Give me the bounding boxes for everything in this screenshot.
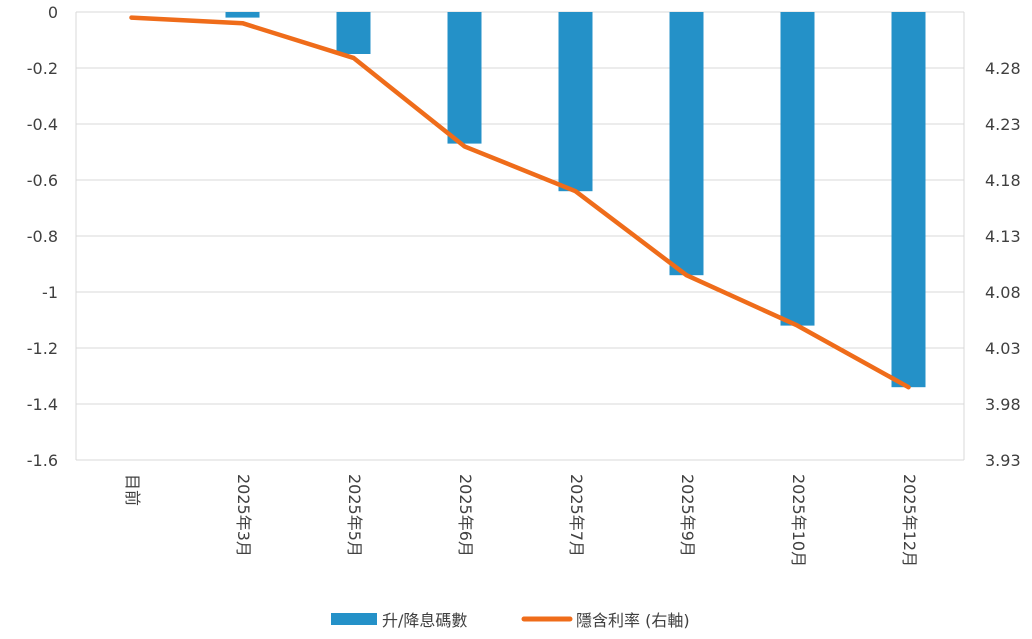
x-tick-label: 2025年5月	[345, 474, 364, 557]
line-series	[129, 15, 911, 390]
y-right-tick-label: 4.03	[985, 339, 1021, 358]
y-right-tick-label: 4.13	[985, 227, 1021, 246]
line-point	[573, 189, 578, 194]
y-left-tick-label: -1.6	[27, 451, 58, 470]
y-right-tick-label: 4.18	[985, 171, 1021, 190]
axes	[75, 12, 965, 461]
y-left-tick-label: -0.4	[27, 115, 58, 134]
legend-swatch-bar	[331, 613, 377, 625]
line-point	[351, 55, 356, 60]
x-tick-labels: 目前 2025年3月 2025年5月 2025年6月 2025年7月 2025年9月 202…	[123, 474, 919, 567]
line-path	[129, 15, 911, 390]
y-left-tick-label: -1.2	[27, 339, 58, 358]
legend-label-line: 隱含利率 (右軸)	[576, 611, 690, 630]
bar	[336, 12, 371, 54]
y-left-tick-label: -0.6	[27, 171, 58, 190]
line-point	[462, 144, 467, 149]
y-right-tick-labels: 4.28 4.23 4.18 4.13 4.08 4.03 3.98 3.93	[985, 59, 1021, 470]
bar	[780, 12, 815, 326]
bar	[669, 12, 704, 276]
y-left-tick-label: -0.8	[27, 227, 58, 246]
bar	[225, 12, 260, 18]
bar-series	[225, 12, 926, 388]
y-left-tick-labels: 0 -0.2 -0.4 -0.6 -0.8 -1 -1.2 -1.4 -1.6	[27, 3, 58, 470]
x-tick-label: 2025年12月	[900, 474, 919, 567]
x-tick-label: 2025年3月	[234, 474, 253, 557]
line-point	[684, 273, 689, 278]
bar	[447, 12, 482, 144]
bar	[891, 12, 926, 388]
legend-label-bar: 升/降息碼數	[382, 611, 467, 630]
y-right-tick-label: 3.98	[985, 395, 1021, 414]
x-tick-label: 2025年9月	[678, 474, 697, 557]
line-point	[906, 385, 911, 390]
x-tick-label: 2025年10月	[789, 474, 808, 567]
x-tick-label: 2025年6月	[456, 474, 475, 557]
legend: 升/降息碼數 隱含利率 (右軸)	[331, 611, 690, 630]
y-right-tick-label: 3.93	[985, 451, 1021, 470]
y-left-tick-label: -1	[42, 283, 58, 302]
x-tick-label: 目前	[123, 474, 142, 506]
bar	[558, 12, 593, 192]
line-point	[129, 15, 134, 20]
y-right-tick-label: 4.08	[985, 283, 1021, 302]
line-point	[240, 21, 245, 26]
x-tick-label: 2025年7月	[567, 474, 586, 557]
y-left-tick-label: 0	[48, 3, 58, 22]
y-left-tick-label: -0.2	[27, 59, 58, 78]
y-left-tick-label: -1.4	[27, 395, 58, 414]
y-right-tick-label: 4.23	[985, 115, 1021, 134]
gridlines	[76, 11, 964, 405]
y-right-tick-label: 4.28	[985, 59, 1021, 78]
line-point	[795, 323, 800, 328]
